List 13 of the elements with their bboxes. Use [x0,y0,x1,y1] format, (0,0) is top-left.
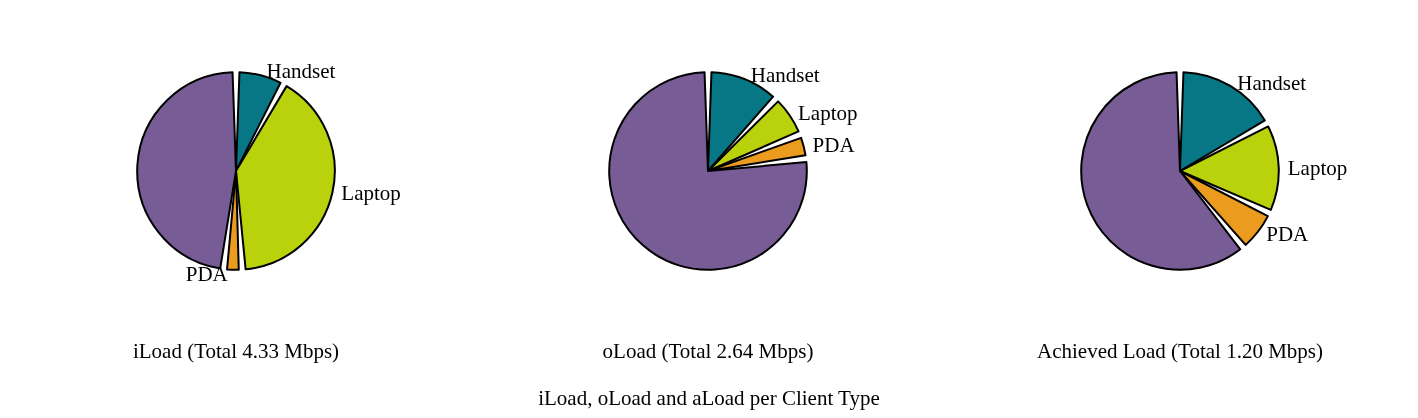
slice-label: Laptop [341,181,401,206]
slice-label: PDA [185,261,229,286]
text: iLoad (Total 4.33 Mbps) [132,338,340,363]
slice-label: PDA [812,133,856,158]
slice-label: Handset [266,59,336,84]
slice-label: Laptop [1287,155,1348,180]
slice-label: Laptop [798,101,858,126]
slice-label: Handset [1237,70,1307,95]
text: iLoad, oLoad and aLoad per Client Type [537,386,881,411]
slice-label: Handset [750,63,820,88]
text: oLoad (Total 2.64 Mbps) [602,338,814,363]
text: Achieved Load (Total 1.20 Mbps) [1036,338,1324,363]
slice-label: PDA [1266,222,1310,247]
